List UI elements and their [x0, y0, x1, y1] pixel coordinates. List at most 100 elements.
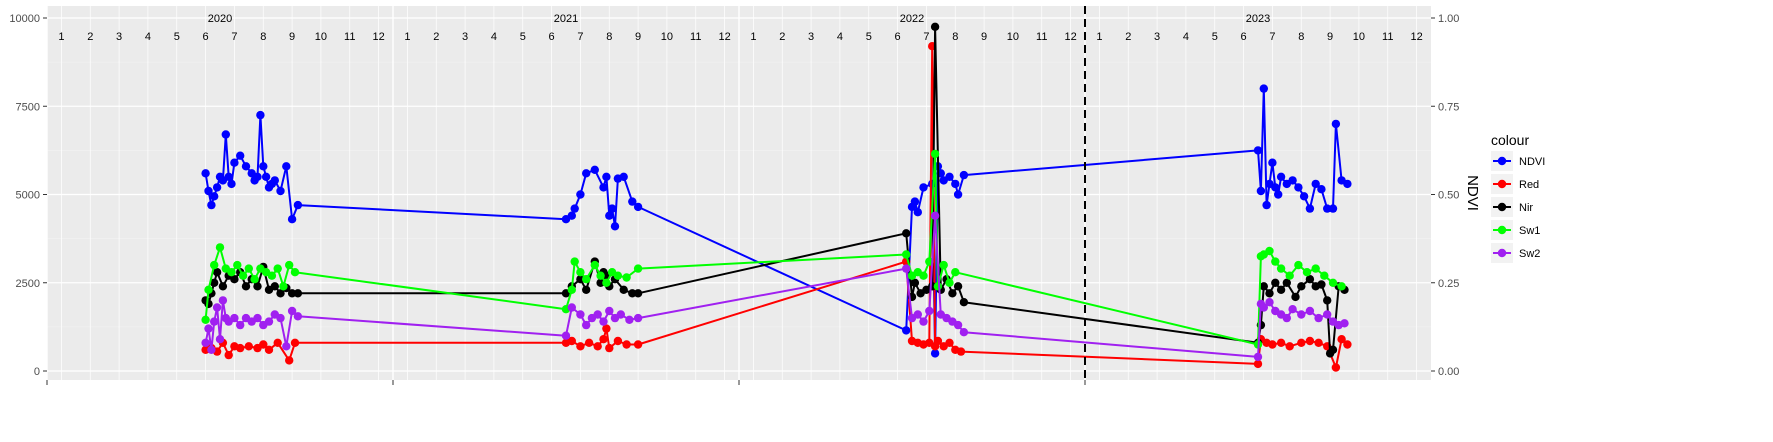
point-nir — [628, 289, 637, 298]
point-ndvi — [201, 169, 210, 178]
point-ndvi — [605, 211, 614, 220]
point-nir — [1265, 289, 1274, 298]
point-ndvi — [1294, 183, 1303, 192]
point-ndvi — [1331, 119, 1341, 129]
point-ndvi — [619, 172, 628, 181]
y-tick-label: 7500 — [16, 101, 40, 113]
point-ndvi — [1253, 146, 1263, 155]
point-nir — [576, 275, 585, 284]
point-ndvi — [1256, 186, 1266, 196]
point-ndvi — [227, 179, 236, 189]
legend-label: Nir — [1519, 202, 1533, 214]
point-sw1 — [613, 271, 623, 280]
point-sw2 — [210, 317, 219, 326]
point-sw1 — [215, 243, 225, 252]
month-label: 2 — [87, 31, 93, 43]
point-sw2 — [605, 306, 614, 316]
point-sw2 — [1297, 310, 1306, 319]
point-nir — [948, 289, 957, 298]
point-ndvi — [276, 186, 285, 196]
point-nir — [1259, 282, 1269, 291]
legend-key-point — [1497, 156, 1507, 166]
point-ndvi — [1276, 172, 1286, 181]
point-ndvi — [930, 349, 940, 358]
point-nir — [1305, 275, 1315, 284]
point-sw1 — [945, 278, 954, 287]
point-sw2 — [1305, 306, 1315, 316]
point-ndvi — [582, 169, 591, 178]
point-red — [1331, 363, 1341, 372]
point-ndvi — [230, 158, 239, 167]
point-nir — [253, 282, 262, 291]
y-tick-label: 0 — [34, 366, 40, 378]
point-sw2 — [930, 211, 940, 220]
point-sw1 — [201, 315, 210, 324]
point-red — [1305, 336, 1315, 346]
month-label: 10 — [1007, 31, 1019, 43]
point-red — [576, 342, 585, 351]
point-red — [244, 342, 253, 351]
month-label: 9 — [1327, 31, 1333, 43]
month-label: 9 — [289, 31, 295, 43]
point-sw1 — [273, 264, 282, 273]
point-sw1 — [279, 282, 288, 291]
month-label: 7 — [231, 31, 237, 43]
month-label: 12 — [1410, 31, 1422, 43]
month-label: 1 — [58, 31, 64, 43]
y2-tick-label: 0.50 — [1438, 190, 1459, 202]
point-nir — [212, 268, 222, 277]
month-label: 9 — [981, 31, 987, 43]
point-sw2 — [902, 264, 911, 273]
point-red — [1314, 338, 1323, 347]
point-ndvi — [224, 172, 233, 181]
point-ndvi — [953, 190, 963, 199]
point-red — [273, 338, 282, 347]
point-sw1 — [227, 268, 236, 277]
point-nir — [1297, 282, 1306, 291]
point-sw2 — [201, 338, 210, 347]
point-ndvi — [607, 204, 617, 213]
month-label: 12 — [372, 31, 384, 43]
point-ndvi — [293, 200, 303, 210]
y-tick-label: 5000 — [16, 190, 40, 202]
point-nir — [1328, 345, 1338, 354]
month-label: 5 — [866, 31, 872, 43]
point-ndvi — [1311, 179, 1320, 189]
point-sw2 — [1314, 313, 1323, 323]
point-ndvi — [287, 215, 297, 224]
y-tick-label: 2500 — [16, 278, 40, 290]
point-sw1 — [267, 271, 277, 280]
point-ndvi — [282, 162, 291, 171]
legend-label: Sw1 — [1519, 225, 1540, 237]
point-ndvi — [602, 172, 611, 181]
y-axis-right: 0.00 0.25 0.50 0.75 1.00 — [1431, 13, 1459, 378]
point-ndvi — [1317, 185, 1326, 194]
month-label: 7 — [1269, 31, 1275, 43]
point-sw2 — [919, 317, 928, 326]
point-sw1 — [290, 268, 300, 277]
point-red — [1276, 338, 1286, 347]
month-label: 2 — [1125, 31, 1131, 43]
point-red — [236, 343, 245, 353]
point-sw2 — [287, 306, 297, 316]
series-red — [201, 42, 1352, 372]
point-ndvi — [210, 192, 219, 201]
point-ndvi — [212, 183, 222, 192]
point-ndvi — [261, 172, 271, 181]
point-nir — [1291, 292, 1300, 302]
point-red — [567, 336, 576, 346]
point-nir — [910, 278, 920, 287]
point-sw2 — [282, 342, 291, 351]
point-nir — [230, 275, 239, 284]
point-ndvi — [1274, 190, 1283, 199]
point-ndvi — [910, 197, 920, 206]
grid-major — [46, 6, 1431, 380]
legend-item-nir: Nir — [1491, 197, 1533, 217]
month-label: 5 — [1212, 31, 1218, 43]
point-sw2 — [913, 310, 922, 319]
month-label: 8 — [606, 31, 612, 43]
year-label: 2023 — [1246, 13, 1270, 25]
month-label: 2 — [433, 31, 439, 43]
legend-label: Sw2 — [1519, 248, 1540, 260]
point-sw1 — [204, 285, 213, 294]
